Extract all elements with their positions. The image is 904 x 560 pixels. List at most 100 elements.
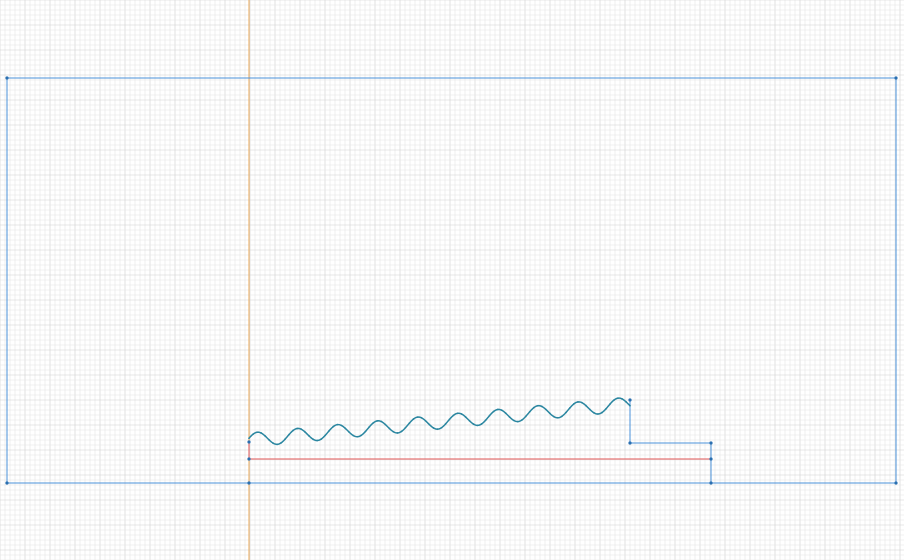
wave-node: [433, 427, 435, 429]
corner-node[interactable]: [894, 481, 897, 484]
wave-node: [457, 412, 459, 414]
corner-node[interactable]: [247, 481, 250, 484]
wave-node: [264, 435, 266, 437]
domain-boundary[interactable]: [7, 78, 896, 483]
step-profile-line[interactable]: [630, 400, 711, 483]
wave-node: [485, 419, 487, 421]
wave-node: [441, 427, 443, 429]
wave-node: [549, 412, 551, 414]
wave-node: [513, 419, 515, 421]
wave-node: [629, 405, 631, 407]
wave-node: [340, 424, 342, 426]
wave-node: [613, 399, 615, 401]
wave-node: [561, 415, 563, 417]
wave-node: [384, 424, 386, 426]
wave-nodes: [248, 397, 631, 445]
wave-node: [593, 412, 595, 414]
wave-node: [621, 398, 623, 400]
wave-node: [497, 409, 499, 411]
wave-node: [372, 422, 374, 424]
wave-node: [437, 428, 439, 430]
corner-node[interactable]: [709, 481, 712, 484]
wave-node: [537, 405, 539, 407]
wave-node: [429, 424, 431, 426]
wave-node: [525, 416, 527, 418]
wave-node: [336, 424, 338, 426]
corner-node[interactable]: [247, 440, 250, 443]
wave-node: [312, 438, 314, 440]
wave-node: [260, 432, 262, 434]
wave-node: [392, 431, 394, 433]
wave-node: [405, 427, 407, 429]
corner-node[interactable]: [5, 76, 8, 79]
wave-node: [284, 438, 286, 440]
corner-node[interactable]: [628, 398, 631, 401]
wave-node: [625, 401, 627, 403]
wave-node: [352, 435, 354, 437]
corner-node[interactable]: [894, 76, 897, 79]
wave-node: [320, 438, 322, 440]
wave-node: [509, 416, 511, 418]
wave-node: [388, 428, 390, 430]
wave-node: [581, 402, 583, 404]
wave-node: [308, 435, 310, 437]
corner-node[interactable]: [709, 457, 712, 460]
wave-node: [521, 419, 523, 421]
wave-node: [541, 406, 543, 408]
wave-node: [401, 431, 403, 433]
corner-node[interactable]: [247, 457, 250, 460]
wave-node: [461, 413, 463, 415]
wave-node: [569, 407, 571, 409]
wave-node: [296, 428, 298, 430]
wave-node: [356, 436, 358, 438]
corner-nodes: [5, 76, 897, 484]
wave-node: [445, 423, 447, 425]
wave-node: [589, 409, 591, 411]
wave-node: [316, 440, 318, 442]
wave-node: [477, 424, 479, 426]
corner-node[interactable]: [709, 441, 712, 444]
wave-node: [288, 434, 290, 436]
wave-node: [609, 403, 611, 405]
corner-node[interactable]: [628, 441, 631, 444]
wave-node: [501, 409, 503, 411]
wave-node: [252, 433, 254, 435]
wave-node: [364, 431, 366, 433]
wave-node: [597, 413, 599, 415]
wave-node: [565, 412, 567, 414]
wave-node: [409, 422, 411, 424]
wave-node: [489, 415, 491, 417]
wave-node: [557, 417, 559, 419]
wave-node: [360, 434, 362, 436]
wave-node: [272, 442, 274, 444]
wave-node: [396, 432, 398, 434]
corner-node[interactable]: [5, 481, 8, 484]
wave-node: [573, 403, 575, 405]
wave-node: [577, 401, 579, 403]
wave-node: [328, 430, 330, 432]
wave-node: [256, 431, 258, 433]
wave-node: [617, 397, 619, 399]
wave-node: [348, 431, 350, 433]
wave-node: [380, 421, 382, 423]
wave-node: [344, 427, 346, 429]
wave-node: [276, 443, 278, 445]
wave-node: [332, 426, 334, 428]
wave-node: [601, 412, 603, 414]
wave-node: [585, 405, 587, 407]
wave-node: [469, 420, 471, 422]
wave-node: [413, 418, 415, 420]
wave-node: [300, 428, 302, 430]
wave-node: [268, 439, 270, 441]
wave-node: [421, 417, 423, 419]
wave-node: [248, 437, 250, 439]
wave-node: [417, 416, 419, 418]
wave-node: [304, 431, 306, 433]
wave-node: [553, 416, 555, 418]
wave-node: [529, 411, 531, 413]
wave-node: [533, 407, 535, 409]
wave-node: [505, 412, 507, 414]
